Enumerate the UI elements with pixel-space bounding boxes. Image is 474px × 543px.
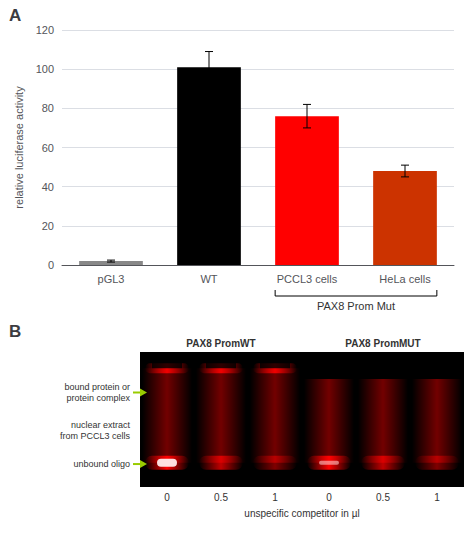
svg-text:0: 0 (326, 492, 332, 503)
svg-text:40: 40 (42, 181, 54, 193)
svg-text:WT: WT (200, 273, 217, 285)
svg-text:100: 100 (36, 63, 54, 75)
svg-text:0.5: 0.5 (214, 492, 228, 503)
svg-text:unbound oligo: unbound oligo (73, 459, 130, 469)
svg-text:0: 0 (164, 492, 170, 503)
svg-text:0.5: 0.5 (376, 492, 390, 503)
svg-text:120: 120 (36, 24, 54, 36)
svg-text:60: 60 (42, 142, 54, 154)
svg-text:HeLa cells: HeLa cells (379, 273, 431, 285)
svg-text:0: 0 (48, 259, 54, 271)
svg-text:bound protein or: bound protein or (64, 382, 130, 392)
svg-text:relative luciferase activity: relative luciferase activity (13, 86, 25, 209)
svg-text:1: 1 (434, 492, 440, 503)
svg-text:80: 80 (42, 102, 54, 114)
svg-text:1: 1 (272, 492, 278, 503)
svg-text:protein complex: protein complex (66, 393, 130, 403)
svg-text:PAX8 PromWT: PAX8 PromWT (186, 338, 255, 349)
svg-text:20: 20 (42, 220, 54, 232)
svg-text:PAX8 Prom Mut: PAX8 Prom Mut (317, 300, 395, 312)
svg-text:PCCL3 cells: PCCL3 cells (277, 273, 338, 285)
svg-text:PAX8 PromMUT: PAX8 PromMUT (345, 338, 420, 349)
svg-text:unspecific competitor in µl: unspecific competitor in µl (244, 508, 359, 519)
svg-text:B: B (9, 322, 21, 341)
svg-text:pGL3: pGL3 (98, 273, 125, 285)
svg-text:nuclear extract: nuclear extract (71, 420, 131, 430)
svg-text:A: A (9, 6, 21, 25)
svg-text:from PCCL3 cells: from PCCL3 cells (60, 431, 131, 441)
